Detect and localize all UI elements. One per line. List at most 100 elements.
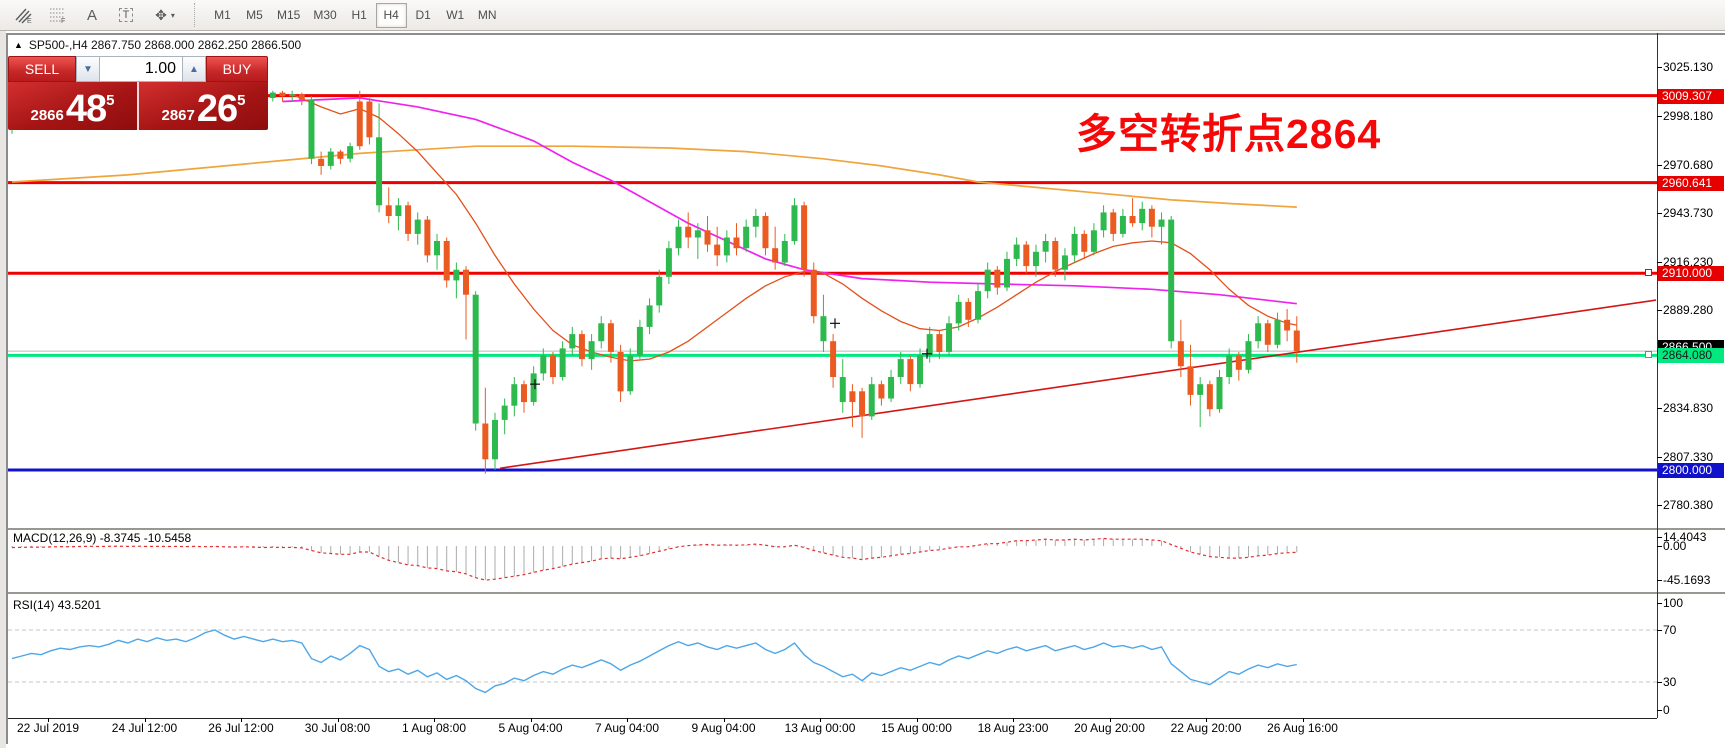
buy-button[interactable]: BUY — [206, 56, 268, 82]
rsi-axis-label-tick — [1657, 710, 1662, 711]
price-tick-label: 2916.230 — [1663, 255, 1714, 270]
macd-axis-label-tick — [1657, 537, 1662, 538]
time-tick-label: 22 Aug 20:00 — [1170, 721, 1242, 735]
timeframe-button-m5[interactable]: M5 — [246, 8, 263, 22]
chart-window-border-left — [6, 33, 8, 744]
chart-window-border-top — [6, 33, 1725, 35]
rsi-axis-label: 0 — [1663, 703, 1670, 717]
time-tick-label: 20 Aug 20:00 — [1074, 721, 1145, 735]
arrows-tool-icon[interactable]: ✥ ▾ — [144, 3, 186, 28]
price-tick-label: 2943.730 — [1663, 205, 1714, 220]
volume-decrease-button[interactable]: ▼ — [76, 56, 100, 82]
time-tick-mark — [916, 718, 918, 722]
volume-increase-button[interactable]: ▲ — [182, 56, 206, 82]
time-tick-label: 13 Aug 00:00 — [784, 721, 856, 735]
time-tick-label: 18 Aug 23:00 — [977, 721, 1049, 735]
buy-price-display[interactable]: 2867 26 5 — [139, 82, 268, 130]
time-tick-label: 15 Aug 00:00 — [881, 721, 952, 735]
macd-axis-label: 0.00 — [1663, 539, 1687, 553]
timeframe-button-m30[interactable]: M30 — [313, 8, 337, 22]
price-tick-mark — [1657, 164, 1662, 166]
time-tick-label: 26 Aug 16:00 — [1267, 721, 1338, 735]
time-tick-mark — [144, 718, 146, 722]
timeframe-button-w1[interactable]: W1 — [446, 8, 465, 22]
sell-button[interactable]: SELL — [8, 56, 76, 82]
chart-title: ▲ SP500-,H4 2867.750 2868.000 2862.250 2… — [14, 38, 301, 52]
macd-splitter[interactable] — [8, 528, 1725, 530]
price-level-tag: 2800.000 — [1658, 463, 1724, 479]
timeframe-bar: M1 M5 M15 M30 H1 H4 D1 W1 MN — [207, 2, 504, 28]
timeframe-button-m1[interactable]: M1 — [214, 8, 231, 22]
time-tick-label: 1 Aug 08:00 — [401, 721, 467, 735]
macd-value-2: -10.5458 — [143, 531, 192, 545]
arrows-icon: ✥ — [155, 6, 167, 23]
rsi-axis-label-tick — [1657, 603, 1662, 604]
time-tick-mark — [1013, 718, 1014, 722]
price-axis-line — [1657, 33, 1658, 718]
time-tick-mark — [530, 718, 532, 722]
price-tick-label: 2889.280 — [1663, 303, 1714, 318]
time-tick-mark — [241, 718, 242, 722]
rsi-value: 43.5201 — [57, 598, 102, 612]
time-tick-mark — [337, 718, 339, 722]
time-tick-mark — [1109, 718, 1111, 722]
price-tick-mark — [1657, 67, 1662, 69]
macd-axis-label-tick — [1657, 580, 1662, 581]
price-tick-mark — [1657, 262, 1662, 264]
chart-annotation-text[interactable]: 多空转折点2864 — [1076, 111, 1382, 157]
rsi-axis-label: 100 — [1663, 596, 1684, 610]
macd-value-1: -8.3745 — [99, 531, 141, 545]
sell-price-display[interactable]: 2866 48 5 — [8, 82, 139, 130]
collapse-arrow-icon[interactable]: ▲ — [14, 40, 23, 50]
time-tick-mark — [1302, 718, 1304, 722]
timeframe-button-d1[interactable]: D1 — [415, 8, 431, 22]
timeframe-button-h1[interactable]: H1 — [351, 8, 367, 22]
time-tick-mark — [723, 718, 725, 722]
svg-text:E: E — [27, 18, 32, 24]
symbol-ohlc-title: SP500-,H4 2867.750 2868.000 2862.250 286… — [28, 38, 302, 52]
time-tick-label: 7 Aug 04:00 — [594, 721, 660, 735]
macd-axis-label-tick — [1657, 546, 1662, 547]
price-tick-label: 2970.680 — [1663, 157, 1714, 172]
time-tick-mark — [820, 718, 821, 722]
price-tick-mark — [1657, 407, 1662, 409]
price-tick-mark — [1657, 505, 1662, 507]
macd-indicator-label: MACD(12,26,9) -8.3745 -10.5458 — [13, 531, 192, 545]
timeframe-button-m15[interactable]: M15 — [277, 8, 301, 22]
time-tick-mark — [1206, 718, 1207, 722]
price-tick-label: 2807.330 — [1663, 449, 1714, 464]
time-tick-label: 22 Jul 2019 — [16, 721, 80, 735]
volume-input[interactable] — [100, 56, 182, 82]
time-tick-mark — [434, 718, 435, 722]
price-tick-mark — [1657, 212, 1662, 214]
chevron-down-icon: ▾ — [170, 10, 175, 20]
timeframe-button-mn[interactable]: MN — [477, 8, 497, 22]
sell-price-integer: 2866 — [30, 107, 64, 124]
rsi-indicator-label: RSI(14) 43.5201 — [13, 598, 102, 612]
rsi-splitter[interactable] — [8, 592, 1725, 594]
price-tick-label: 3025.130 — [1663, 60, 1714, 75]
price-level-tag: 3009.307 — [1658, 88, 1724, 104]
timeframe-button-h4[interactable]: H4 — [375, 2, 407, 28]
rsi-axis-label-tick — [1657, 682, 1662, 683]
price-tick-label: 2780.380 — [1663, 498, 1714, 513]
time-tick-label: 30 Jul 08:00 — [304, 721, 371, 735]
toolbar-separator — [194, 3, 199, 27]
hline-endpoint-marker-green[interactable] — [1645, 351, 1652, 359]
price-level-tag: 2910.000 — [1658, 266, 1724, 282]
time-tick-label: 26 Jul 12:00 — [208, 721, 274, 735]
time-tick-label: 24 Jul 12:00 — [111, 721, 178, 735]
price-tick-mark — [1657, 456, 1662, 458]
price-level-tag: 2960.641 — [1658, 175, 1724, 191]
text-label-icon[interactable]: T — [110, 3, 142, 28]
price-tick-label: 2998.180 — [1663, 108, 1714, 123]
rsi-axis-label: 70 — [1663, 623, 1677, 637]
hline-endpoint-marker-red[interactable] — [1645, 269, 1652, 277]
price-level-tag: 2864.080 — [1658, 348, 1724, 364]
fibonacci-icon[interactable]: F — [42, 3, 74, 28]
draw-channel-icon[interactable]: E — [8, 3, 40, 28]
text-icon[interactable]: A — [86, 6, 97, 24]
time-tick-label: 9 Aug 04:00 — [691, 721, 756, 735]
svg-text:F: F — [61, 18, 65, 24]
